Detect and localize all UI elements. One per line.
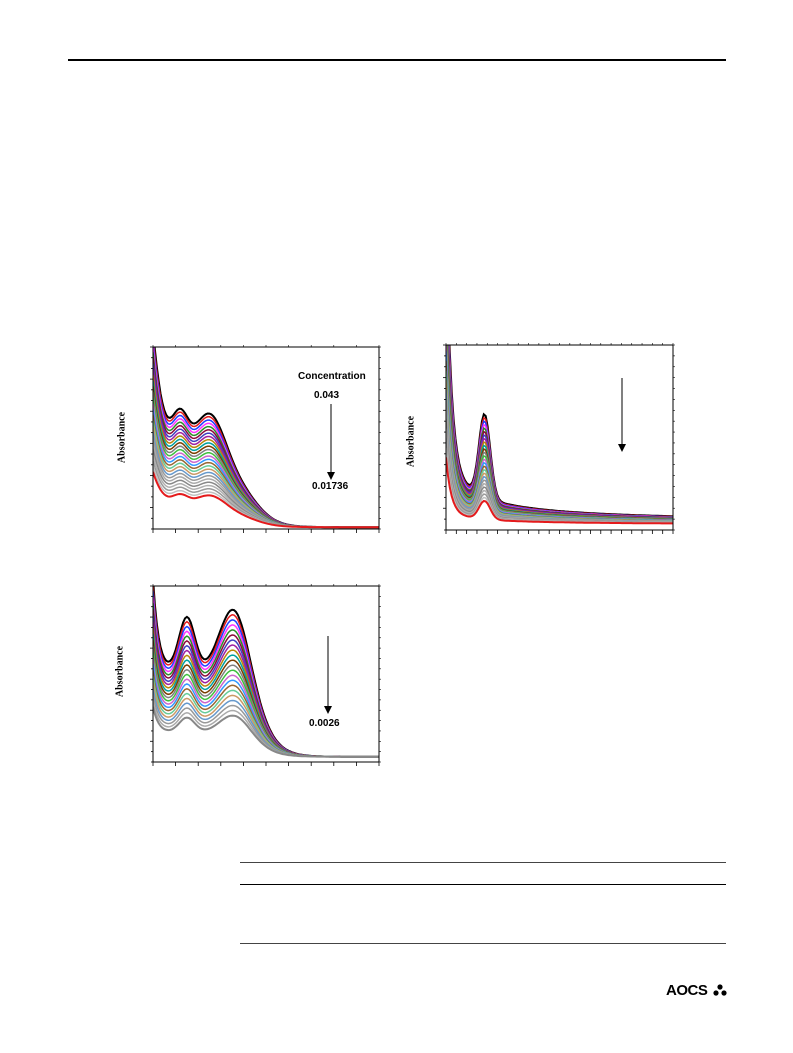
logo-mark-icon xyxy=(713,984,727,996)
chart2-absorbance-plot xyxy=(443,343,675,534)
chart3-ylabel: Absorbance xyxy=(114,645,126,698)
chart1-ylabel: Absorbance xyxy=(116,411,128,464)
chart1-annotation-title: Concentration xyxy=(298,371,366,382)
chart3-arrow xyxy=(324,636,332,714)
chart2-series-line xyxy=(446,457,673,525)
table-top-rule xyxy=(240,862,726,863)
chart1-absorbance-plot xyxy=(150,345,381,533)
chart1-series-line xyxy=(153,471,379,529)
chart3-annotation-end: 0.0026 xyxy=(309,718,340,729)
chart1-arrow xyxy=(327,404,335,480)
chart1-annotation-end: 0.01736 xyxy=(312,481,349,492)
chart3-absorbance-plot xyxy=(150,584,381,766)
table-bottom-rule xyxy=(240,943,726,944)
chart1-annotation-start: 0.043 xyxy=(314,390,340,401)
header-rule xyxy=(68,59,726,61)
aocs-logo: AOCS xyxy=(666,982,727,999)
chart2-arrow xyxy=(618,378,626,452)
chart2-ylabel: Absorbance xyxy=(405,415,417,468)
chart3-series-line xyxy=(153,706,379,758)
logo-text: AOCS xyxy=(665,982,708,999)
chart1-series-line xyxy=(153,391,379,528)
table-header-rule xyxy=(240,884,726,885)
